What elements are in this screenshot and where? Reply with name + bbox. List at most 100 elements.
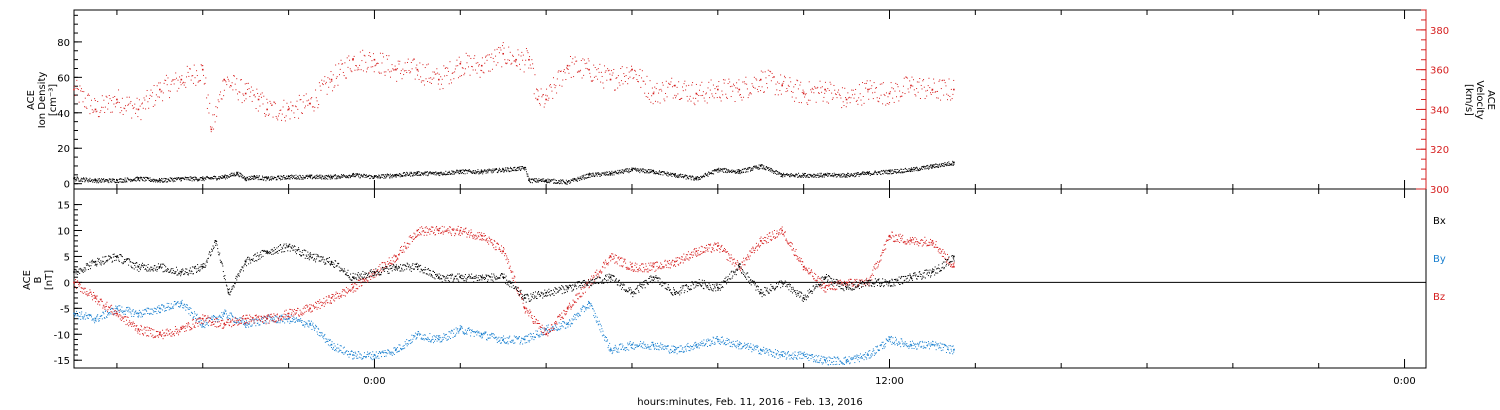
density-sample bbox=[797, 176, 799, 178]
velocity-sample bbox=[203, 83, 205, 85]
velocity-sample bbox=[166, 84, 168, 86]
by-sample bbox=[594, 317, 596, 319]
density-point bbox=[223, 175, 226, 178]
density-sample bbox=[625, 170, 627, 172]
density-sample bbox=[533, 179, 535, 181]
by-sample bbox=[456, 329, 458, 331]
density-sample bbox=[278, 175, 280, 177]
density-sample bbox=[474, 171, 476, 173]
velocity-sample bbox=[649, 80, 651, 82]
density-sample bbox=[922, 168, 924, 170]
by-sample bbox=[578, 312, 580, 314]
by-sample bbox=[156, 306, 158, 308]
density-sample bbox=[152, 180, 154, 182]
velocity-sample bbox=[895, 82, 897, 84]
velocity-sample bbox=[239, 91, 241, 93]
velocity-sample bbox=[580, 69, 582, 71]
velocity-sample bbox=[848, 96, 850, 98]
by-sample bbox=[722, 339, 724, 341]
by-sample bbox=[83, 316, 85, 318]
by-sample bbox=[163, 306, 165, 308]
by-sample bbox=[682, 351, 684, 353]
velocity-sample bbox=[243, 100, 245, 102]
density-sample bbox=[769, 170, 771, 172]
density-sample bbox=[513, 167, 515, 169]
velocity-sample bbox=[746, 83, 748, 85]
velocity-sample bbox=[186, 76, 188, 78]
by-sample bbox=[405, 343, 407, 345]
velocity-sample bbox=[688, 98, 690, 100]
by-sample bbox=[568, 319, 570, 321]
velocity-sample bbox=[829, 81, 831, 83]
velocity-sample bbox=[932, 91, 934, 93]
by-sample bbox=[459, 325, 461, 327]
velocity-sample bbox=[947, 99, 949, 101]
by-sample bbox=[601, 328, 603, 330]
density-sample bbox=[921, 166, 923, 168]
by-sample bbox=[647, 344, 649, 346]
density-sample bbox=[690, 177, 692, 179]
velocity-sample bbox=[618, 82, 620, 84]
velocity-sample bbox=[513, 60, 515, 62]
density-sample bbox=[627, 171, 629, 173]
by-sample bbox=[114, 313, 116, 315]
velocity-point bbox=[695, 92, 698, 95]
density-sample bbox=[440, 173, 442, 175]
by-sample bbox=[541, 334, 543, 336]
by-sample bbox=[698, 347, 700, 349]
velocity-point bbox=[738, 88, 741, 91]
velocity-sample bbox=[602, 82, 604, 84]
by-sample bbox=[203, 326, 205, 328]
velocity-sample bbox=[128, 103, 130, 105]
by-sample bbox=[298, 320, 300, 322]
velocity-sample bbox=[193, 64, 195, 66]
velocity-sample bbox=[169, 90, 171, 92]
by-sample bbox=[309, 322, 311, 324]
density-point bbox=[266, 177, 268, 180]
by-sample bbox=[592, 307, 594, 309]
density-sample bbox=[735, 172, 737, 174]
density-sample bbox=[751, 167, 753, 169]
density-sample bbox=[678, 174, 680, 176]
velocity-sample bbox=[485, 56, 487, 58]
velocity-sample bbox=[443, 65, 445, 67]
by-sample bbox=[174, 303, 176, 305]
by-sample bbox=[198, 316, 200, 318]
density-sample bbox=[636, 169, 638, 171]
density-sample bbox=[519, 167, 521, 169]
velocity-sample bbox=[721, 90, 723, 92]
velocity-sample bbox=[570, 76, 572, 78]
by-sample bbox=[230, 312, 232, 314]
by-sample bbox=[745, 347, 747, 349]
velocity-sample bbox=[501, 66, 503, 68]
density-sample bbox=[268, 179, 270, 181]
velocity-sample bbox=[284, 116, 286, 118]
velocity-sample bbox=[783, 75, 785, 77]
density-sample bbox=[554, 182, 556, 184]
density-sample bbox=[154, 179, 156, 181]
velocity-sample bbox=[904, 93, 906, 95]
velocity-sample bbox=[154, 104, 156, 106]
by-sample bbox=[496, 339, 498, 341]
velocity-sample bbox=[260, 93, 262, 95]
by-sample bbox=[460, 325, 462, 327]
velocity-sample bbox=[854, 93, 856, 95]
density-sample bbox=[818, 175, 820, 177]
velocity-sample bbox=[665, 80, 667, 82]
by-sample bbox=[822, 362, 824, 364]
by-sample bbox=[509, 341, 511, 343]
density-sample bbox=[746, 167, 748, 169]
density-sample bbox=[210, 178, 212, 180]
velocity-sample bbox=[569, 56, 571, 58]
density-sample bbox=[209, 178, 211, 180]
by-sample bbox=[299, 320, 301, 322]
by-sample bbox=[563, 321, 565, 323]
velocity-sample bbox=[500, 49, 502, 51]
density-sample bbox=[346, 176, 348, 178]
density-sample bbox=[313, 176, 315, 178]
velocity-sample bbox=[600, 81, 602, 83]
density-sample bbox=[207, 177, 209, 179]
velocity-sample bbox=[507, 59, 509, 61]
density-sample bbox=[511, 168, 513, 170]
velocity-sample bbox=[623, 73, 625, 75]
